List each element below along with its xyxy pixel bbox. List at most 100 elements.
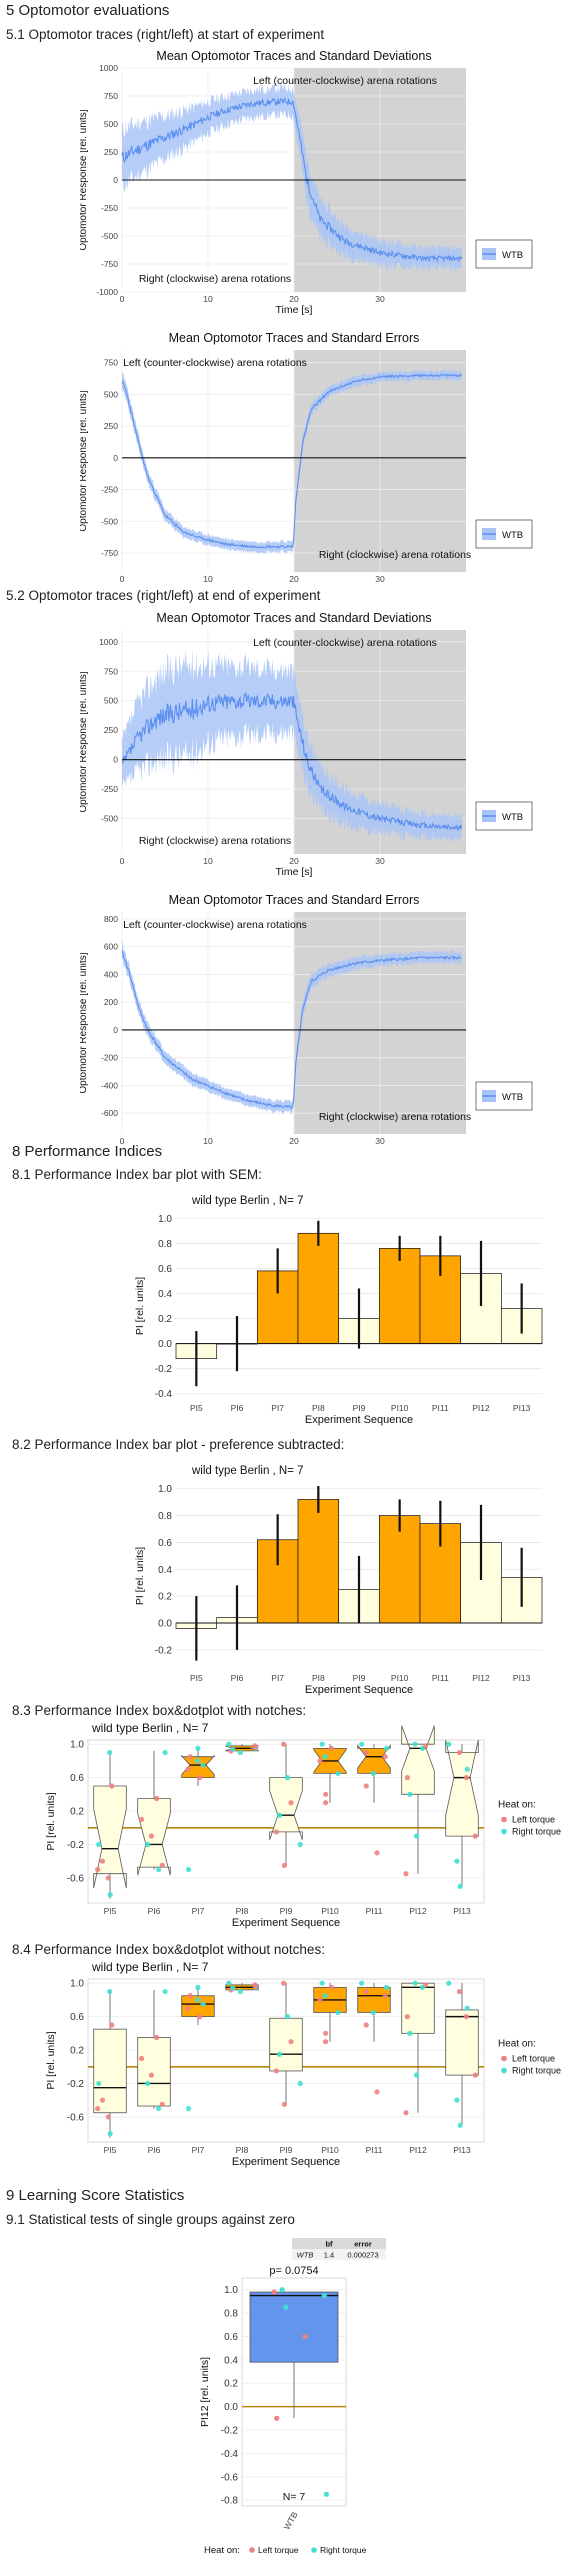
dot-left-torque bbox=[109, 2022, 115, 2028]
x-tick-label: 10 bbox=[203, 574, 213, 584]
dot-left-torque bbox=[323, 1800, 329, 1806]
dot-left-torque bbox=[374, 2089, 380, 2095]
x-tick-label: PI9 bbox=[353, 1673, 366, 1683]
x-tick-label: PI11 bbox=[432, 1673, 449, 1683]
chart-title: Mean Optomotor Traces and Standard Error… bbox=[169, 331, 420, 345]
x-tick-label: 30 bbox=[375, 294, 385, 304]
dot-right-torque bbox=[195, 1745, 201, 1751]
dot-left-torque bbox=[456, 1988, 463, 1995]
chart-title: wild type Berlin , N= 7 bbox=[191, 1465, 304, 1477]
y-axis-label: Optomotor Response [rel. units] bbox=[80, 952, 89, 1093]
pi-bar-chart-sem: wild type Berlin , N= 7 -0.4 -0.2 0.0 0.2 0.4… bbox=[134, 1195, 543, 1426]
dot-left-torque bbox=[187, 1993, 193, 1999]
y-tick-label: 250 bbox=[104, 421, 118, 431]
y-tick-label: 250 bbox=[104, 147, 118, 157]
dot-left-torque bbox=[323, 2030, 329, 2036]
legend-label: WTB bbox=[502, 812, 523, 823]
legend-title: Heat on: bbox=[204, 2545, 240, 2556]
dot-left-torque bbox=[328, 1984, 334, 1990]
y-axis-label: Optomotor Response [rel. units] bbox=[80, 109, 89, 250]
trace-line bbox=[121, 97, 463, 263]
y-tick-label: 0.0 bbox=[158, 1619, 172, 1630]
box-pi9 bbox=[269, 2017, 303, 2072]
pi-box-chart-plain: wild type Berlin , N= 7 -0.6 -0.2 0.2 0.6 1.0… bbox=[45, 1960, 561, 2168]
trace-chart-end-sd: Mean Optomotor Traces and Standard Devia… bbox=[80, 611, 533, 878]
x-tick-label: PI11 bbox=[366, 2145, 383, 2155]
x-tick-label: PI8 bbox=[236, 1906, 249, 1916]
y-tick-label: -500 bbox=[101, 814, 118, 824]
dot-left-torque bbox=[148, 1833, 154, 1839]
x-tick-label: 20 bbox=[289, 294, 299, 304]
dot-left-torque bbox=[323, 2039, 329, 2045]
chart-title: Mean Optomotor Traces and Standard Devia… bbox=[156, 49, 431, 63]
section-heading-learning-score: 9 Learning Score Statistics bbox=[6, 2187, 185, 2204]
box-pi13 bbox=[445, 2009, 479, 2076]
dot-right-torque bbox=[107, 1988, 113, 1995]
dot-right-torque bbox=[96, 2080, 102, 2087]
section-heading-optomotor: 5 Optomotor evaluations bbox=[6, 2, 170, 19]
box-pi5 bbox=[93, 2028, 127, 2114]
dot-right-torque bbox=[185, 2105, 192, 2112]
dot-left-torque bbox=[187, 1754, 193, 1760]
dot-left-torque bbox=[154, 2034, 160, 2041]
dot-left-torque bbox=[148, 2072, 154, 2078]
legend-label: WTB bbox=[502, 530, 523, 541]
dot-right-torque bbox=[383, 1984, 390, 1990]
x-tick-label: PI7 bbox=[192, 2145, 205, 2155]
x-tick-label: PI12 bbox=[472, 1403, 490, 1413]
dot-left-torque bbox=[363, 1749, 369, 1756]
x-tick-label: PI13 bbox=[453, 1906, 471, 1916]
y-tick-label: 0 bbox=[113, 175, 118, 185]
annotation-left-rotations: Left (counter-clockwise) arena rotations bbox=[123, 357, 307, 369]
y-tick-label: 1.0 bbox=[70, 1740, 84, 1751]
dot-right-torque bbox=[446, 1980, 452, 1986]
dot-right-torque bbox=[162, 1749, 168, 1756]
y-tick-label: 0 bbox=[113, 755, 118, 765]
dot-left-torque bbox=[95, 1866, 101, 1873]
x-tick-label: 0 bbox=[120, 574, 125, 584]
x-tick-label: 0 bbox=[120, 294, 125, 304]
dot-right-torque bbox=[413, 1833, 420, 1839]
dot-right-torque bbox=[335, 1770, 341, 1777]
dot-right-torque bbox=[284, 2014, 291, 2020]
dot-left-torque bbox=[105, 1875, 111, 1881]
dot-right-torque bbox=[230, 1985, 236, 1991]
dot-left-torque bbox=[185, 2005, 191, 2011]
y-tick-label: 0.6 bbox=[158, 1538, 172, 1549]
legend-title: Heat on: bbox=[498, 2039, 536, 2050]
dot-right-torque bbox=[237, 1988, 243, 1995]
dot-right-torque bbox=[237, 1749, 243, 1756]
dot-left-torque bbox=[252, 1983, 258, 1990]
chart-title: wild type Berlin , N= 7 bbox=[191, 1195, 304, 1207]
subsection-heading-single-group-tests: 9.1 Statistical tests of single groups a… bbox=[6, 2212, 295, 2227]
y-tick-label: -600 bbox=[101, 1108, 118, 1118]
y-tick-label: -250 bbox=[101, 485, 118, 495]
y-tick-label: 1.0 bbox=[224, 2285, 238, 2296]
x-tick-label: 10 bbox=[203, 856, 213, 866]
dot-left-torque bbox=[99, 1858, 106, 1864]
annotation-right-rotations: Right (clockwise) arena rotations bbox=[139, 835, 291, 847]
x-tick-label: PI11 bbox=[366, 1906, 383, 1916]
p-value-annotation: p= 0.0754 bbox=[269, 2265, 318, 2277]
y-tick-label: -0.4 bbox=[221, 2449, 239, 2460]
dot-left-torque bbox=[404, 1775, 410, 1781]
legend-dot-left bbox=[249, 2547, 255, 2553]
x-tick-label: PI8 bbox=[236, 2145, 249, 2155]
dot-right-torque bbox=[383, 1745, 390, 1751]
stat-table-cell: 1.4 bbox=[324, 2251, 334, 2260]
bar-pi8 bbox=[297, 1499, 340, 1624]
dot-right-torque bbox=[454, 1858, 460, 1864]
legend-dot-right bbox=[311, 2547, 317, 2553]
x-tick-label: 20 bbox=[289, 1136, 299, 1146]
x-tick-label: 10 bbox=[203, 1136, 213, 1146]
dot-left-torque bbox=[463, 1775, 469, 1781]
dot-right-torque bbox=[419, 1745, 426, 1751]
dot-left-torque bbox=[463, 2014, 469, 2020]
trace-chart-start-sd: Mean Optomotor Traces and Standard Devia… bbox=[80, 49, 533, 316]
y-tick-label: 750 bbox=[104, 666, 118, 676]
dot-left-torque bbox=[323, 1791, 329, 1797]
y-tick-label: -0.2 bbox=[155, 1645, 173, 1656]
dot-right-torque bbox=[230, 1746, 236, 1752]
x-tick-label: PI10 bbox=[321, 2145, 339, 2155]
dot-right-torque bbox=[457, 1883, 463, 1889]
